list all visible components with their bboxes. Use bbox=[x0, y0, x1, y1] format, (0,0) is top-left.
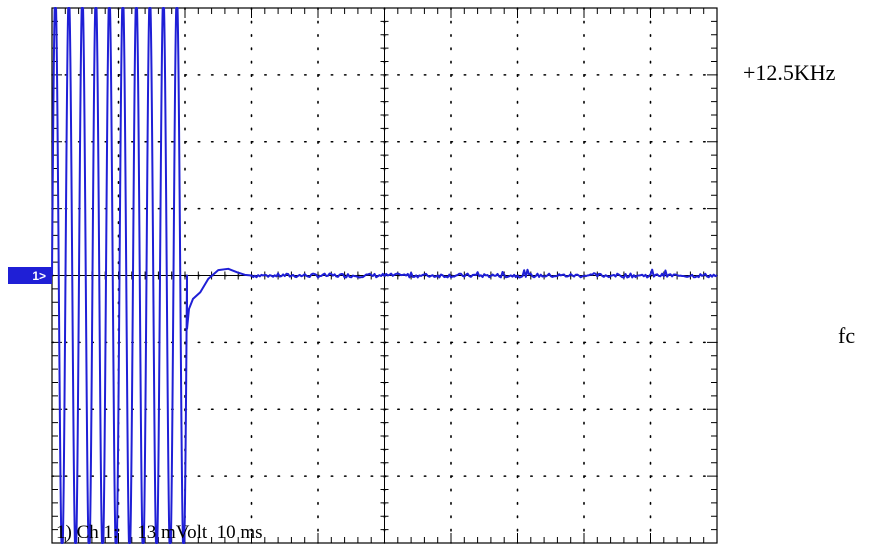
channel-1-marker: 1> bbox=[8, 267, 52, 284]
frequency-offset-label: +12.5KHz bbox=[743, 60, 836, 85]
channel-1-trace bbox=[51, 7, 718, 544]
scale-readout: 1) Ch 1: 13 mVolt 10 ms bbox=[56, 522, 263, 543]
channel-marker-label: 1> bbox=[32, 269, 46, 283]
channel-marker-background bbox=[8, 267, 52, 284]
center-frequency-label: fc bbox=[838, 323, 856, 348]
